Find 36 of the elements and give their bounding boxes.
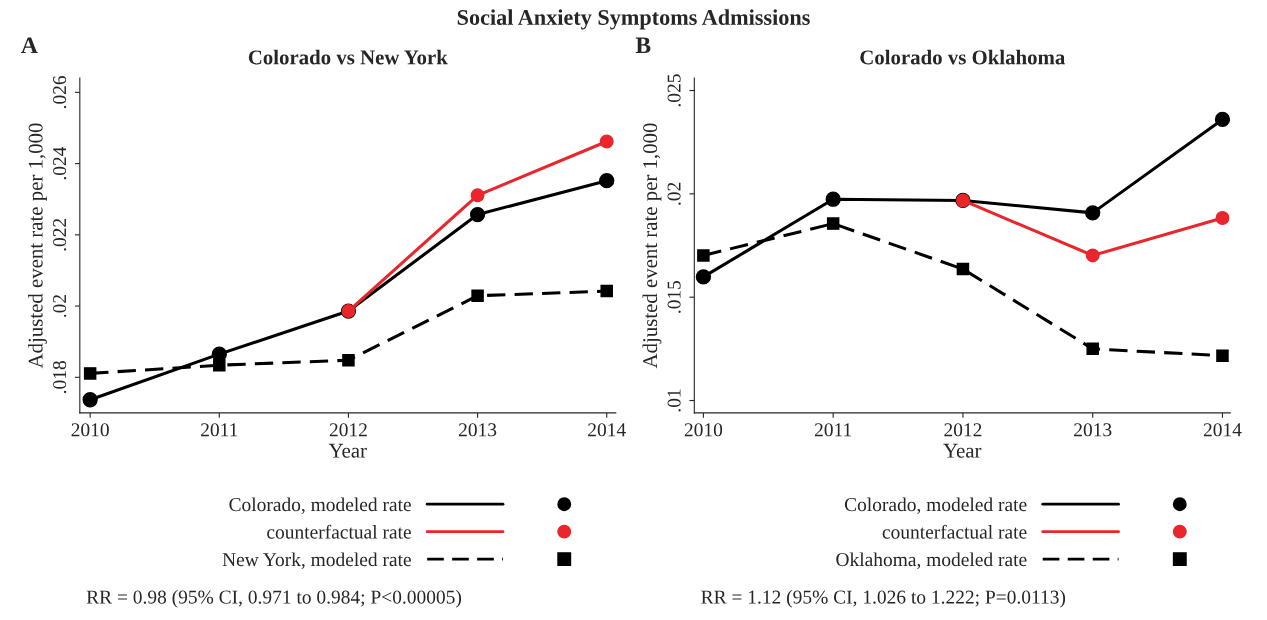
y-axis-title: Adjusted event rate per 1,000 (28, 123, 47, 369)
y-tick-label: .025 (667, 74, 681, 107)
y-tick-label: .02 (667, 182, 681, 205)
chart-title: Colorado vs Oklahoma (860, 49, 1065, 65)
x-tick-label: 2010 (71, 423, 109, 437)
x-tick-label: 2013 (1074, 423, 1112, 437)
x-tick-label: 2012 (329, 423, 367, 437)
legend-label: counterfactual rate (882, 524, 1027, 539)
text: B (635, 37, 651, 54)
y-tick-label: .01 (667, 389, 681, 412)
y-tick-label: .015 (667, 280, 681, 313)
y-axis-title: Adjusted event rate per 1,000 (642, 123, 662, 369)
x-tick-label: 2011 (201, 423, 238, 437)
text: RR = 0.98 (95% CI, 0.971 to 0.984; P<0.00005) (86, 589, 462, 608)
x-tick-label: 2010 (684, 423, 723, 437)
x-tick-label: 2014 (1203, 423, 1242, 437)
x-tick-label: 2014 (588, 423, 626, 437)
legend-label: counterfactual rate (267, 524, 411, 539)
y-tick-label: .022 (53, 218, 67, 251)
x-axis-title: Year (328, 443, 367, 458)
text: RR = 1.12 (95% CI, 1.026 to 1.222; P=0.0113) (701, 589, 1066, 608)
y-tick-label: .02 (53, 294, 67, 317)
x-axis-title: Year (943, 443, 982, 458)
x-tick-label: 2012 (944, 423, 982, 437)
legend-label: Colorado, modeled rate (229, 497, 411, 514)
chart-title: Colorado vs New York (248, 49, 448, 65)
x-tick-label: 2011 (814, 423, 852, 437)
y-tick-label: .018 (53, 361, 67, 394)
text: A (21, 37, 38, 53)
y-tick-label: .024 (53, 146, 67, 180)
x-tick-label: 2013 (458, 423, 497, 437)
legend-label: Oklahoma, modeled rate (836, 552, 1027, 569)
legend-label: New York, modeled rate (222, 552, 411, 569)
y-tick-label: .026 (53, 75, 67, 109)
legend-label: Colorado, modeled rate (844, 497, 1027, 514)
text: Social Anxiety Symptoms Admissions (457, 9, 810, 30)
